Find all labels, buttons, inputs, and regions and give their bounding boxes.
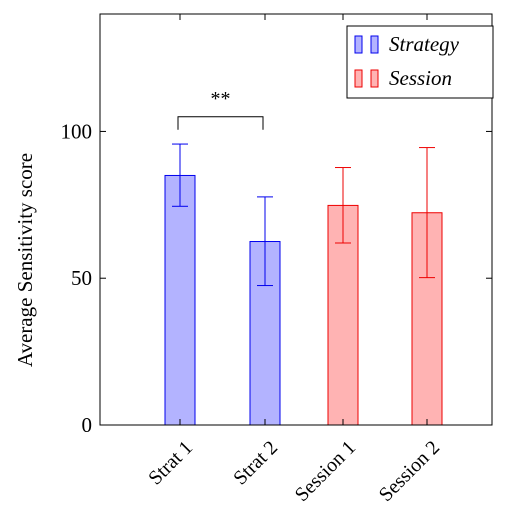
legend-label-session: Session: [389, 66, 452, 90]
y-axis-label: Average Sensitivity score: [13, 153, 37, 367]
legend-swatch: [370, 35, 379, 54]
bars-group: [164, 174, 443, 426]
bar: [164, 174, 196, 426]
y-tick-label: 0: [82, 413, 93, 437]
y-tick-label: 100: [61, 119, 93, 143]
plot-frame: [99, 13, 493, 426]
legend-swatch: [354, 69, 363, 88]
legend-label-strategy: Strategy: [389, 32, 460, 56]
x-tick-label: Strat 2: [229, 437, 282, 490]
legend: Strategy Session: [346, 25, 494, 99]
significance-group: **: [177, 88, 264, 130]
significance-label: **: [211, 88, 231, 110]
y-tick-label: 50: [71, 266, 92, 290]
error-bars-group: [172, 143, 435, 287]
x-tick-label: Strat 1: [144, 437, 197, 490]
x-tick-label: Session 2: [375, 437, 444, 506]
legend-entry-strategy: Strategy: [354, 32, 460, 56]
axes-group: [99, 13, 493, 426]
significance-bracket: [177, 116, 264, 130]
legend-entry-session: Session: [354, 66, 452, 90]
legend-swatch: [354, 35, 363, 54]
x-tick-label: Session 1: [291, 437, 360, 506]
legend-swatch: [370, 69, 379, 88]
